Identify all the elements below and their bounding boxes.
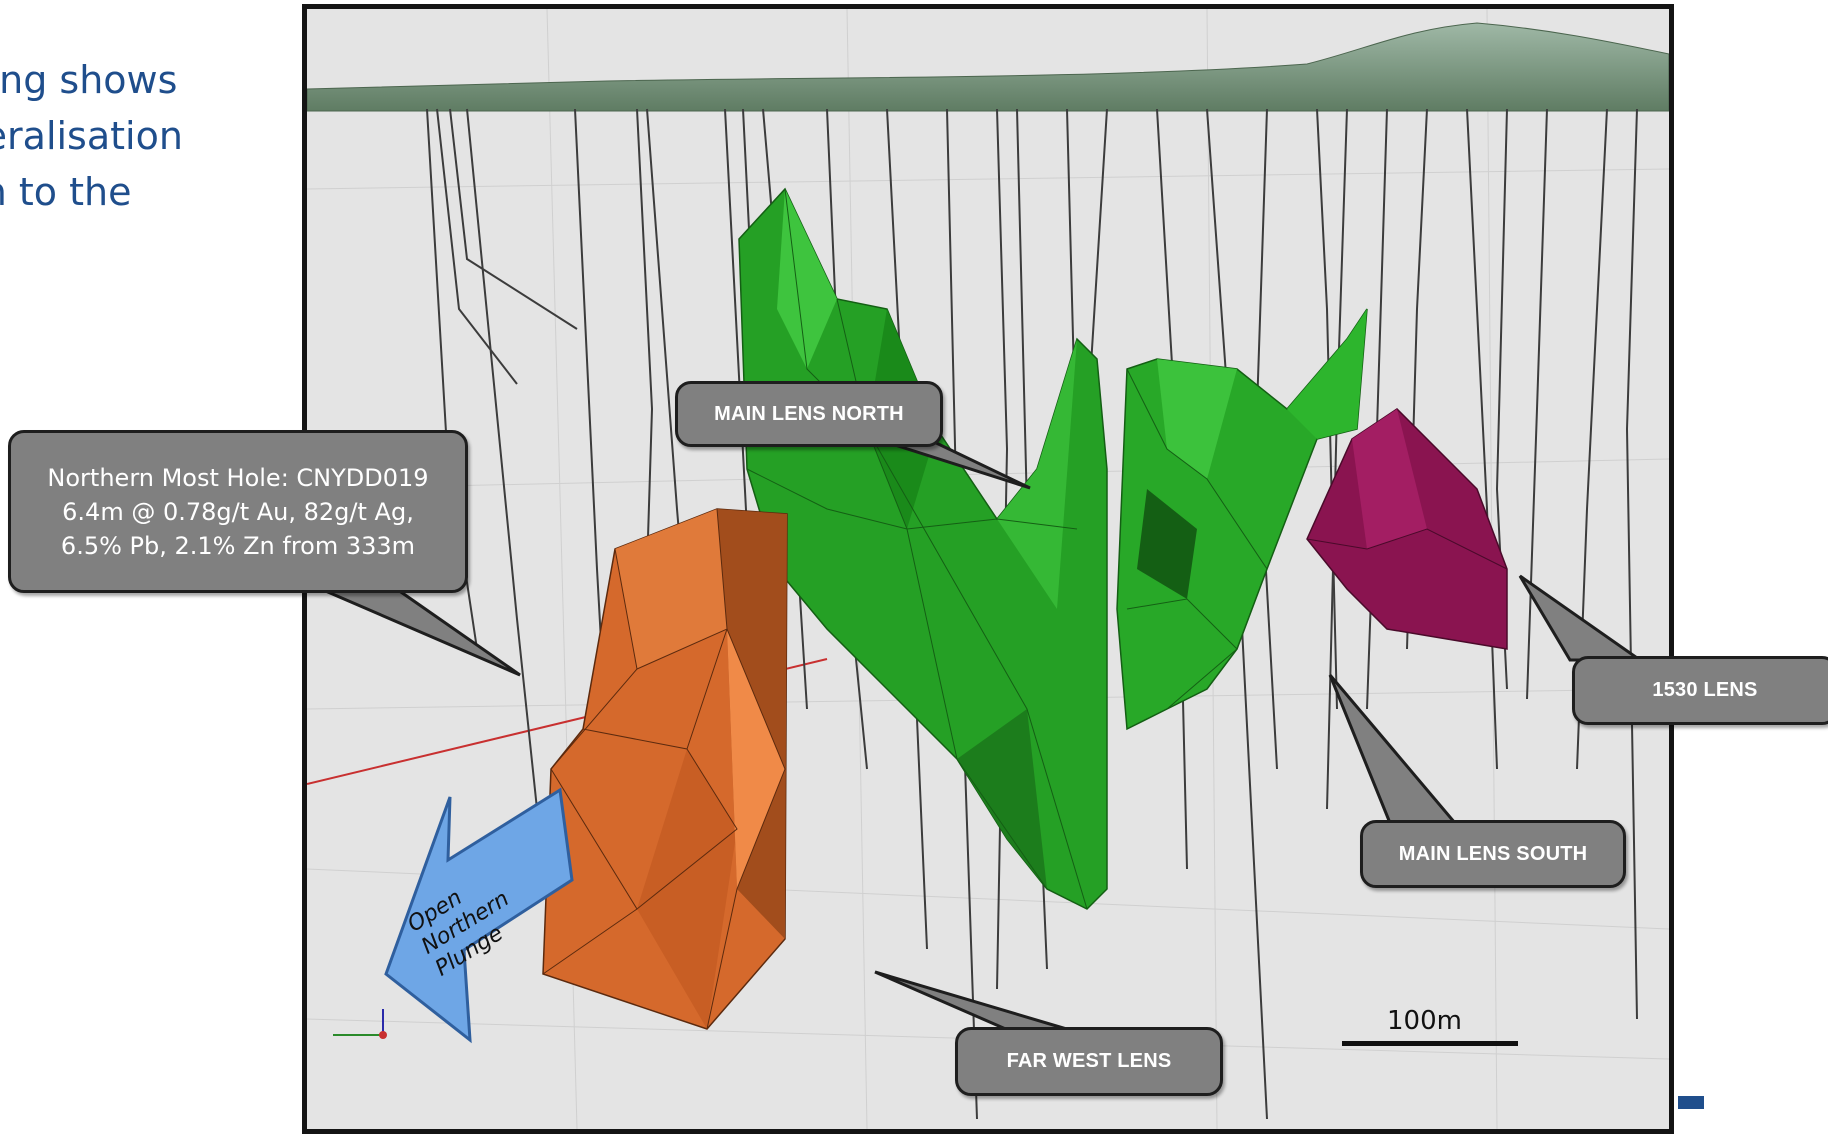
intro-text: Drilling shows mineralisation open to th… (0, 52, 210, 220)
hole-callout-line-1: Northern Most Hole: CNYDD019 (47, 463, 429, 492)
intro-line-1: Drilling shows (0, 58, 178, 102)
terrain-surface (307, 22, 1669, 112)
northern-most-hole-callout: Northern Most Hole: CNYDD019 6.4m @ 0.78… (8, 430, 468, 593)
main-lens-north-label: MAIN LENS NORTH (675, 381, 943, 447)
intro-line-3: open to the (0, 170, 132, 214)
1530-lens-label: 1530 LENS (1572, 656, 1828, 725)
hole-callout-line-3: 6.5% Pb, 2.1% Zn from 333m (60, 531, 416, 560)
corner-mark (1678, 1096, 1704, 1109)
intro-line-2: mineralisation (0, 114, 183, 158)
scale-bar (1342, 1041, 1518, 1046)
main-lens-south-solid (1116, 308, 1368, 731)
far-west-lens-solid (542, 508, 788, 1030)
main-lens-north-solid (738, 187, 1108, 910)
model-graphic (307, 9, 1669, 1129)
main-lens-south-label: MAIN LENS SOUTH (1360, 820, 1626, 888)
3d-model-view (302, 4, 1674, 1134)
hole-callout-line-2: 6.4m @ 0.78g/t Au, 82g/t Ag, (62, 497, 414, 526)
1530-lens-solid (1306, 408, 1508, 650)
far-west-lens-label: FAR WEST LENS (955, 1027, 1223, 1096)
scale-bar-label: 100m (1387, 1006, 1462, 1036)
